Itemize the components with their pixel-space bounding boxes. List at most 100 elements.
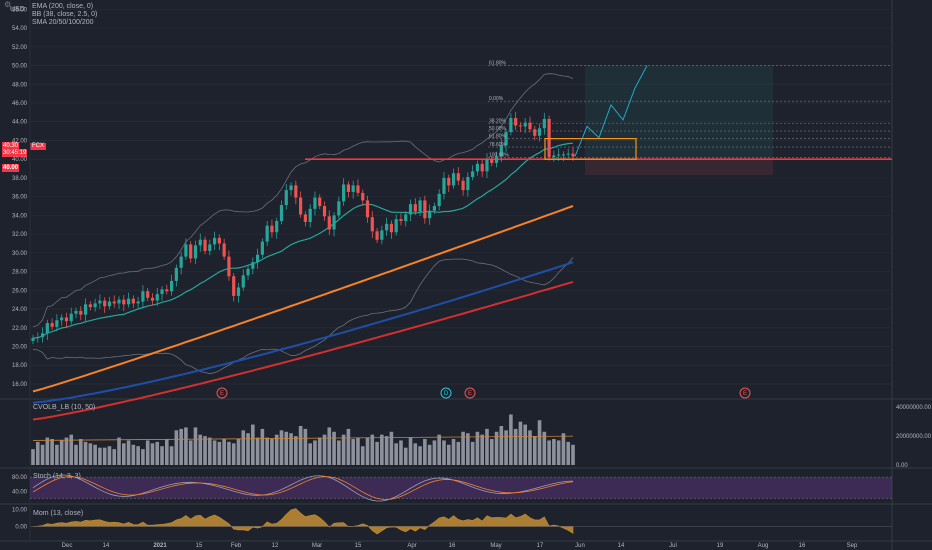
candle-body (332, 215, 336, 230)
candle-body (408, 204, 413, 215)
fib-level-label: 61.80% (489, 61, 507, 67)
volume-bar (542, 431, 547, 465)
volume-bar (528, 430, 532, 465)
ema200-line (32, 280, 574, 421)
candle-body (169, 280, 174, 292)
volume-bar (141, 449, 145, 465)
volume-bar (346, 428, 351, 465)
volume-bar (294, 436, 298, 465)
candle-body (260, 241, 264, 255)
volume-bar (279, 430, 284, 465)
volume-bar (494, 431, 499, 465)
legend-ema[interactable]: EMA (200, close, 0) (32, 3, 94, 10)
candle-body (55, 320, 59, 327)
candle-body (509, 117, 513, 133)
candle-body (284, 190, 288, 206)
candle-body (461, 180, 465, 191)
stoch-pane-label[interactable]: Stoch (14, 3, 3) (33, 473, 81, 480)
candle-body (131, 298, 135, 304)
x-tick-label: 15 (196, 543, 203, 549)
volume-bar (566, 441, 571, 465)
volume-bar (40, 444, 45, 465)
candle-body (165, 289, 169, 292)
price-tick-label: 36.00 (12, 195, 28, 201)
volume-bar (298, 426, 303, 465)
x-tick-label: Jul (669, 543, 677, 549)
volume-bar (31, 449, 35, 465)
price-tick-label: 38.00 (12, 176, 28, 182)
volume-bar (236, 439, 241, 465)
volume-bar (480, 434, 485, 465)
volume-bar (251, 424, 255, 465)
volume-bar (523, 424, 528, 465)
candle-body (370, 217, 374, 232)
candle-body (155, 294, 159, 301)
volume-bar (231, 443, 236, 465)
volume-bar (112, 449, 117, 465)
volume-bar (78, 439, 83, 465)
candle-body (227, 256, 231, 277)
volume-bar (442, 440, 446, 465)
volume-bar (93, 444, 97, 465)
volume-tick-label: 20000000.00 (896, 434, 932, 440)
x-tick-label: 14 (618, 543, 625, 549)
candle-body (490, 159, 494, 163)
volume-bar (504, 430, 508, 465)
volume-bar (470, 441, 475, 465)
price-tick-label: 46.00 (12, 101, 28, 107)
candle-body (389, 223, 394, 233)
candle-body (404, 214, 408, 222)
volume-bar (403, 447, 408, 465)
volume-bar (327, 427, 332, 465)
candle-body (447, 177, 451, 186)
volume-bar (317, 437, 322, 465)
indicator-legend: EMA (200, close, 0) BB (38, close, 2.5, … (32, 3, 97, 27)
volume-bar (255, 437, 260, 465)
candle-body (265, 225, 269, 242)
price-tick-label: 16.00 (12, 382, 28, 388)
x-tick-label: Apr (407, 543, 416, 549)
candle-body (256, 254, 260, 263)
volume-pane-label[interactable]: CVOLB_LB (10, 50) (33, 404, 96, 411)
candle-body (494, 156, 499, 163)
price-tick-label: 18.00 (12, 363, 28, 369)
volume-bar (513, 428, 518, 465)
mom-pane-label[interactable]: Mom (13, close) (33, 510, 84, 517)
earnings-marker-circle (464, 387, 476, 399)
candle-body (270, 225, 274, 233)
volume-bar (332, 431, 336, 465)
x-tick-label: Jun (575, 543, 585, 549)
volume-bar (489, 439, 494, 465)
volume-bar (408, 437, 413, 465)
legend-sma[interactable]: SMA 20/50/100/200 (32, 19, 94, 26)
candle-body (103, 300, 107, 307)
candle-body (289, 185, 293, 191)
fib-level-label: 61.80% (489, 134, 507, 140)
x-tick-label: Aug (758, 543, 769, 549)
bollinger-upper-band (32, 73, 574, 328)
price-tick-label: 30.00 (12, 251, 28, 257)
candle-body (356, 185, 360, 193)
fib-level-label: 78.60% (489, 142, 507, 148)
volume-bar (274, 434, 279, 465)
candle-body (523, 122, 527, 127)
volume-bar (485, 428, 489, 465)
volume-bar (499, 426, 504, 465)
axis-settings-icon[interactable]: ⚙ (4, 0, 12, 9)
stop-zone (585, 157, 773, 176)
candle-body (146, 291, 150, 298)
candle-body (189, 244, 193, 259)
volume-bar (341, 434, 346, 465)
price-tick-label: 40.00 (12, 157, 28, 163)
volume-bar (466, 433, 470, 465)
fib-level-label: 100.00% (489, 152, 509, 158)
fib-level-label: 50.00% (489, 126, 507, 132)
volume-bar (260, 428, 265, 465)
volume-bar (360, 446, 365, 465)
legend-bb[interactable]: BB (38, close, 2.5, 0) (32, 11, 98, 18)
candle-body (79, 310, 83, 315)
candle-body (98, 300, 102, 304)
volume-bar (265, 437, 269, 465)
